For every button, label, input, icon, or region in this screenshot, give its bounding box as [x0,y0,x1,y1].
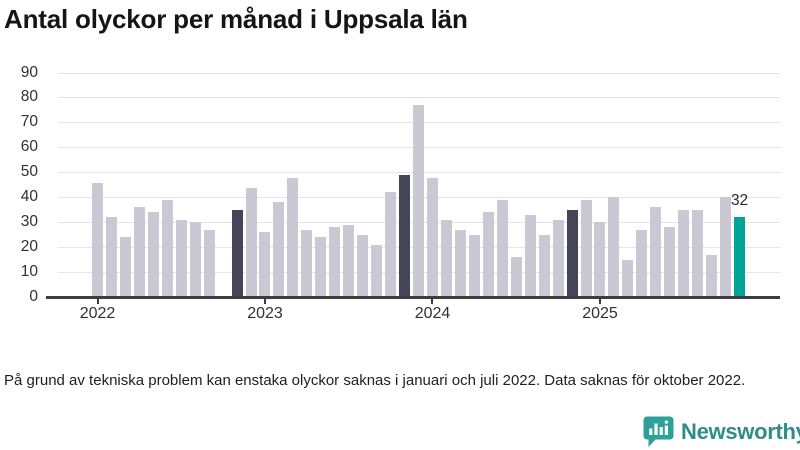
y-axis-label-40: 40 [20,187,38,205]
bar-2023-12 [413,105,425,297]
bar-2024-11 [566,209,578,297]
bar-2025-08 [692,209,704,297]
x-axis-label-2023: 2023 [247,305,283,322]
y-axis-label-80: 80 [20,88,38,106]
bar-2024-09 [538,234,550,297]
bar-2023-02 [273,202,285,297]
chart-plot-area: 32 [46,72,780,297]
bar-2023-11 [399,175,411,297]
newsworthy-logo-text: Newsworthy [681,419,800,444]
y-axis-label-50: 50 [20,163,38,181]
bar-2023-03 [287,177,299,297]
bar-2024-05 [482,212,494,297]
bar-2022-06 [161,199,173,297]
bar-2022-01 [92,182,103,297]
y-axis-label-60: 60 [20,138,38,156]
y-axis-label-90: 90 [20,63,38,81]
bar-2022-02 [105,217,117,297]
bar-2024-10 [552,219,564,297]
x-axis-label-2024: 2024 [414,305,451,322]
bar-2025-05 [650,207,662,297]
bar-2023-10 [385,192,397,297]
y-axis: 0 10 20 30 40 50 60 70 80 90 [0,64,38,303]
bar-2025-03 [622,259,634,297]
latest-value-label: 32 [730,192,749,210]
newsworthy-logo: Newsworthy [643,416,800,448]
y-axis-label-10: 10 [20,262,38,280]
x-axis-label-2025: 2025 [582,305,618,322]
chart-title: Antal olyckor per månad i Uppsala län [4,4,468,34]
x-axis-tick-2023 [263,298,266,304]
bar-2023-07 [343,224,355,297]
x-axis-label-2022: 2022 [79,305,116,322]
bar-2023-08 [357,234,369,297]
y-axis-label-30: 30 [20,212,38,230]
bar-2025-04 [636,229,648,297]
bar-2024-03 [454,229,466,297]
bar-2022-09 [203,229,215,297]
bar-2023-04 [301,229,313,297]
x-axis-tick-2024 [431,298,434,304]
y-axis-label-0: 0 [29,287,38,305]
bar-2024-04 [468,234,480,297]
bar-2025-10 [720,197,732,297]
bar-2025-09 [706,254,718,297]
newsworthy-chart-bubble-icon [643,416,674,448]
bar-2023-05 [315,237,327,297]
gridline-80 [58,97,780,99]
bar-2023-01 [259,232,271,297]
gridline-90 [58,72,780,74]
bar-2022-07 [175,219,187,297]
bar-2024-08 [524,214,536,297]
bar-2024-07 [510,257,522,297]
bar-2025-02 [608,197,620,297]
bar-2022-12 [245,187,257,297]
bar-2025-01 [594,222,606,297]
bar-2023-09 [371,244,383,297]
x-axis-line [46,296,780,299]
y-axis-label-70: 70 [20,113,38,131]
x-axis-tick-2025 [598,298,601,304]
x-axis-tick-2022 [96,298,99,304]
bar-2025-06 [664,227,676,297]
bar-2022-08 [189,222,201,297]
chart-footnote: På grund av tekniska problem kan enstaka… [4,372,746,389]
bar-2025-11 [734,217,746,297]
bar-2022-11 [231,209,243,297]
bar-2024-06 [496,199,508,297]
bar-2024-01 [426,177,438,297]
bar-2024-12 [580,199,592,297]
bar-2022-03 [119,237,131,297]
bar-2022-05 [147,212,159,297]
bar-2025-07 [678,209,690,297]
bar-2024-02 [440,219,452,297]
y-axis-label-20: 20 [20,237,38,255]
bar-2023-06 [329,227,341,297]
bar-2022-04 [133,207,145,297]
